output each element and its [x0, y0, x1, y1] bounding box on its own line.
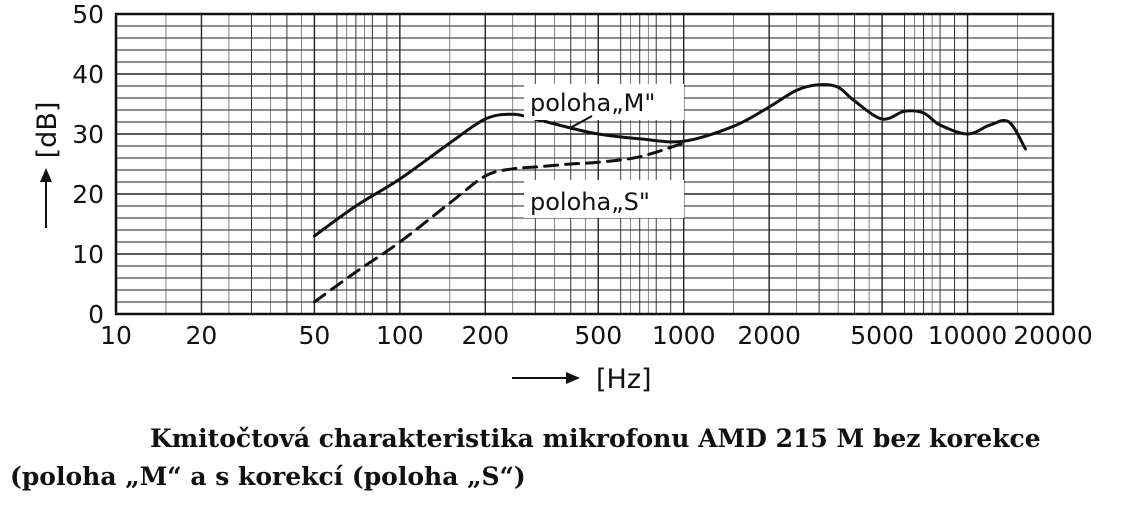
series-s-label-bg: [524, 180, 684, 218]
y-tick-label: 20: [72, 180, 104, 209]
x-tick-label: 1000: [652, 321, 716, 350]
x-tick-label: 500: [574, 321, 622, 350]
x-tick-label: 20000: [1013, 321, 1093, 350]
y-tick-labels: 0 10 20 30 40 50: [72, 0, 104, 329]
x-tick-label: 20: [186, 321, 218, 350]
caption-line-2: (poloha „M“ a s korekcí (poloha „S“): [10, 462, 526, 491]
x-tick-label: 100: [376, 321, 424, 350]
series-layer: [312, 83, 1027, 304]
x-tick-label: 200: [461, 321, 509, 350]
x-tick-labels: 10 20 50 100 200 500 1000 2000 5000 10000 20000: [100, 321, 1093, 350]
x-tick-label: 2000: [737, 321, 801, 350]
figure-caption: Kmitočtová charakteristika mikrofonu AMD…: [10, 420, 1135, 496]
series-m-leader: [569, 115, 593, 129]
x-axis-label: [Hz]: [512, 364, 652, 395]
x-tick-label: 10: [100, 321, 132, 350]
grid-lines: [115, 13, 1054, 315]
frequency-response-chart: 10 20 50 100 200 500 1000 2000 5000 10000 20000 01…: [32, 0, 1093, 395]
y-tick-label: 30: [72, 120, 104, 149]
series-s-line: [312, 141, 686, 304]
y-tick-label: 0: [88, 300, 104, 329]
x-tick-label: 5000: [850, 321, 914, 350]
y-axis-title: [dB]: [32, 102, 63, 159]
y-tick-label: 50: [72, 0, 104, 29]
y-tick-label: 10: [72, 240, 104, 269]
caption-line-1: Kmitočtová charakteristika mikrofonu AMD…: [150, 424, 1041, 453]
x-axis-title: [Hz]: [596, 364, 652, 395]
y-axis-arrow-icon: [40, 168, 52, 182]
x-axis-arrow-icon: [566, 372, 580, 384]
y-tick-label: 40: [72, 60, 104, 89]
series-m-label-bg: [524, 84, 684, 120]
y-axis-label: [dB]: [32, 102, 63, 228]
series-m-line: [312, 83, 1027, 238]
series-m-label: poloha„M": [530, 89, 655, 117]
plot-frame: [114, 12, 1055, 316]
series-s-label: poloha„S": [530, 188, 650, 216]
x-tick-label: 50: [298, 321, 330, 350]
x-tick-label: 10000: [928, 321, 1008, 350]
